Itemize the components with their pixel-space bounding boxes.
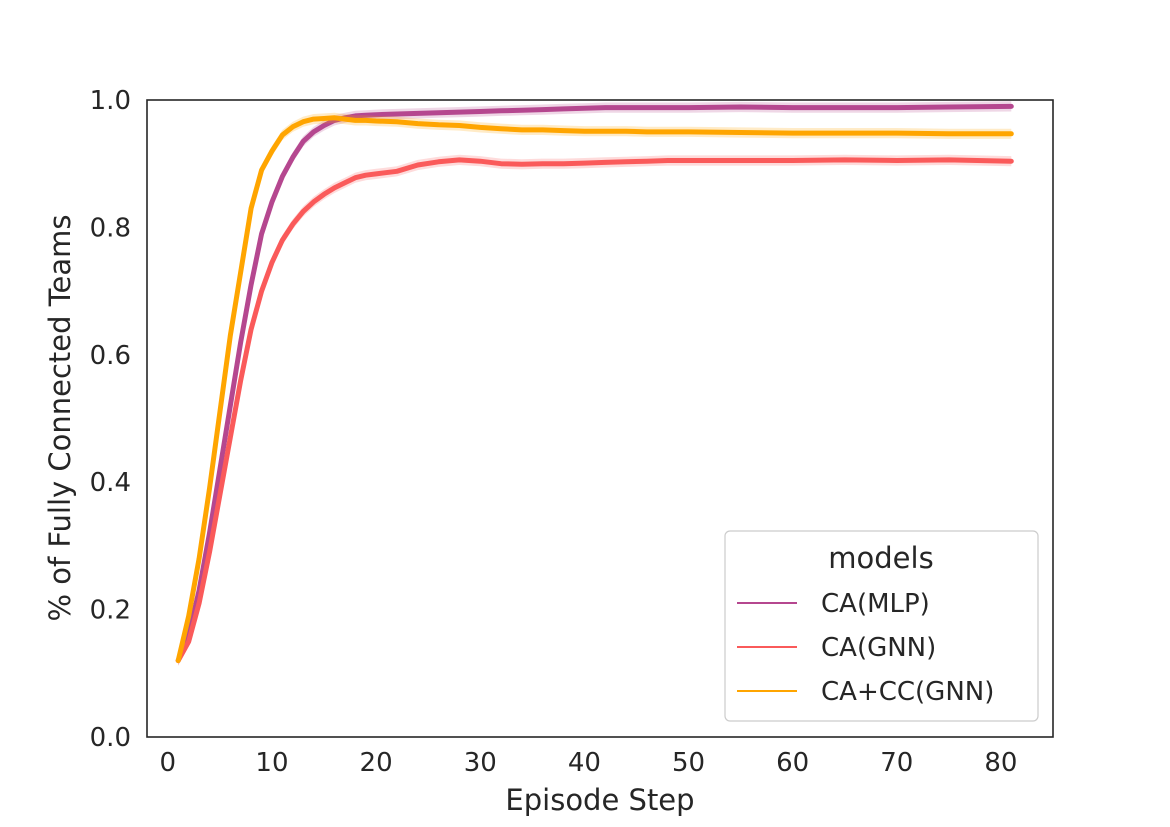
y-tick-labels: 0.0 0.2 0.4 0.6 0.8 1.0	[90, 86, 131, 753]
plot-frame	[146, 99, 1054, 738]
y-tick-label: 1.0	[90, 86, 131, 116]
series-line-ca-mlp	[175, 103, 1014, 664]
y-tick-label: 0.4	[90, 468, 131, 498]
x-tick-label: 50	[672, 748, 705, 778]
x-tick-label: 20	[360, 748, 393, 778]
x-tick-label: 10	[255, 748, 288, 778]
legend-title: models	[828, 541, 933, 575]
x-tick-label: 60	[776, 748, 809, 778]
y-tick-label: 0.0	[90, 723, 131, 753]
x-tick-label: 40	[568, 748, 601, 778]
legend: models CA(MLP) CA(GNN) CA+CC(GNN)	[724, 530, 1039, 722]
x-tick-labels: 0 10 20 30 40 50 60 70 80	[160, 748, 1018, 778]
legend-box	[724, 530, 1039, 722]
x-tick-label: 80	[984, 748, 1017, 778]
x-axis-label: Episode Step	[505, 783, 694, 817]
legend-label-ca-gnn: CA(GNN)	[821, 633, 936, 663]
y-tick-label: 0.8	[90, 213, 131, 243]
legend-label-ca-mlp: CA(MLP)	[821, 589, 930, 619]
y-axis-label: % of Fully Connected Teams	[43, 214, 77, 621]
y-tick-label: 0.2	[90, 596, 131, 626]
x-tick-label: 30	[464, 748, 497, 778]
y-tick-label: 0.6	[90, 341, 131, 371]
series-line-ca-cc-gnn	[175, 115, 1014, 664]
legend-items: CA(MLP) CA(GNN) CA+CC(GNN)	[737, 589, 994, 707]
series-line-ca-gnn	[175, 157, 1014, 664]
series-layer	[175, 101, 1014, 666]
legend-label-ca-cc-gnn: CA+CC(GNN)	[821, 677, 994, 707]
x-tick-label: 70	[880, 748, 913, 778]
x-tick-label: 0	[160, 748, 177, 778]
